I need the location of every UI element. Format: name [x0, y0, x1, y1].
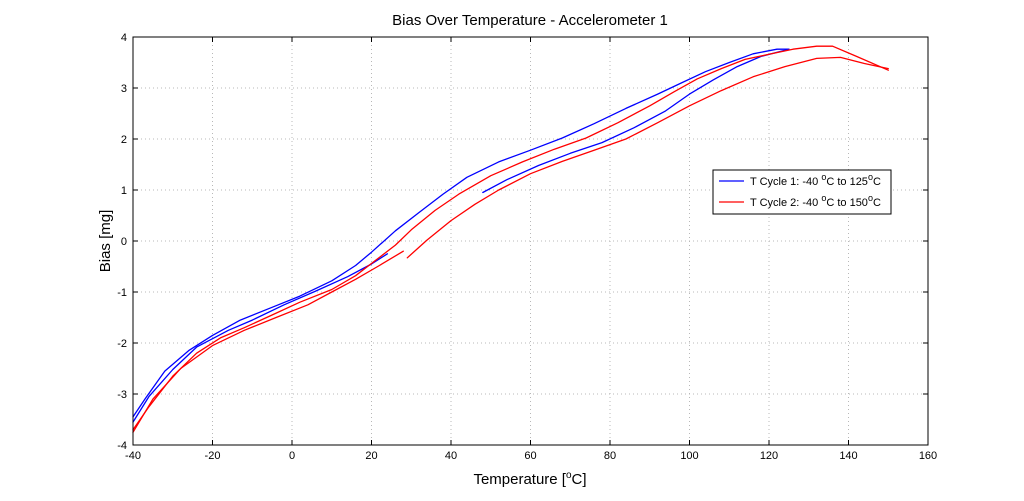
y-tick-label: 3 — [121, 83, 127, 95]
x-tick-label: 120 — [760, 450, 778, 462]
series-1-line-segment-2 — [132, 253, 389, 423]
x-tick-label: -40 — [125, 450, 141, 462]
y-tick-label: -4 — [117, 440, 127, 452]
y-tick-label: -3 — [117, 389, 127, 401]
x-axis-title: Temperature [oC] — [473, 470, 586, 488]
legend: T Cycle 1: -40 oC to 125oC T Cycle 2: -4… — [712, 169, 892, 215]
x-tick-label: 160 — [919, 450, 937, 462]
x-tick-label: 40 — [445, 450, 457, 462]
series-1-line-segment-3 — [482, 48, 790, 194]
series-group — [132, 45, 889, 433]
y-tick-label: 4 — [121, 32, 127, 44]
series-2-line-segment-3 — [406, 56, 889, 259]
y-tick-label: 1 — [121, 185, 127, 197]
ticks: -40 -20 0 20 40 60 80 100 120 140 160 -4 -3 -2 -1 0 1 2 3 4 — [117, 32, 937, 462]
series-2-line-segment-2 — [132, 250, 404, 433]
y-axis-title: Bias [mg] — [97, 210, 114, 273]
x-tick-label: 60 — [524, 450, 536, 462]
x-tick-label: 0 — [289, 450, 295, 462]
series-2-line-segment-1 — [132, 45, 889, 431]
x-tick-label: -20 — [205, 450, 221, 462]
y-tick-label: -1 — [117, 287, 127, 299]
y-tick-label: -2 — [117, 338, 127, 350]
x-tick-label: 20 — [365, 450, 377, 462]
x-tick-label: 100 — [680, 450, 698, 462]
chart-title: Bias Over Temperature - Accelerometer 1 — [392, 12, 668, 29]
legend-label-cycle-2: T Cycle 2: -40 oC to 150oC — [750, 193, 881, 209]
grid — [133, 37, 928, 445]
legend-box — [712, 169, 892, 215]
series-1-line-segment-1 — [132, 48, 790, 418]
x-tick-label: 140 — [839, 450, 857, 462]
y-tick-label: 2 — [121, 134, 127, 146]
y-tick-label: 0 — [121, 236, 127, 248]
legend-label-cycle-1: T Cycle 1: -40 oC to 125oC — [750, 172, 881, 188]
x-tick-label: 80 — [604, 450, 616, 462]
